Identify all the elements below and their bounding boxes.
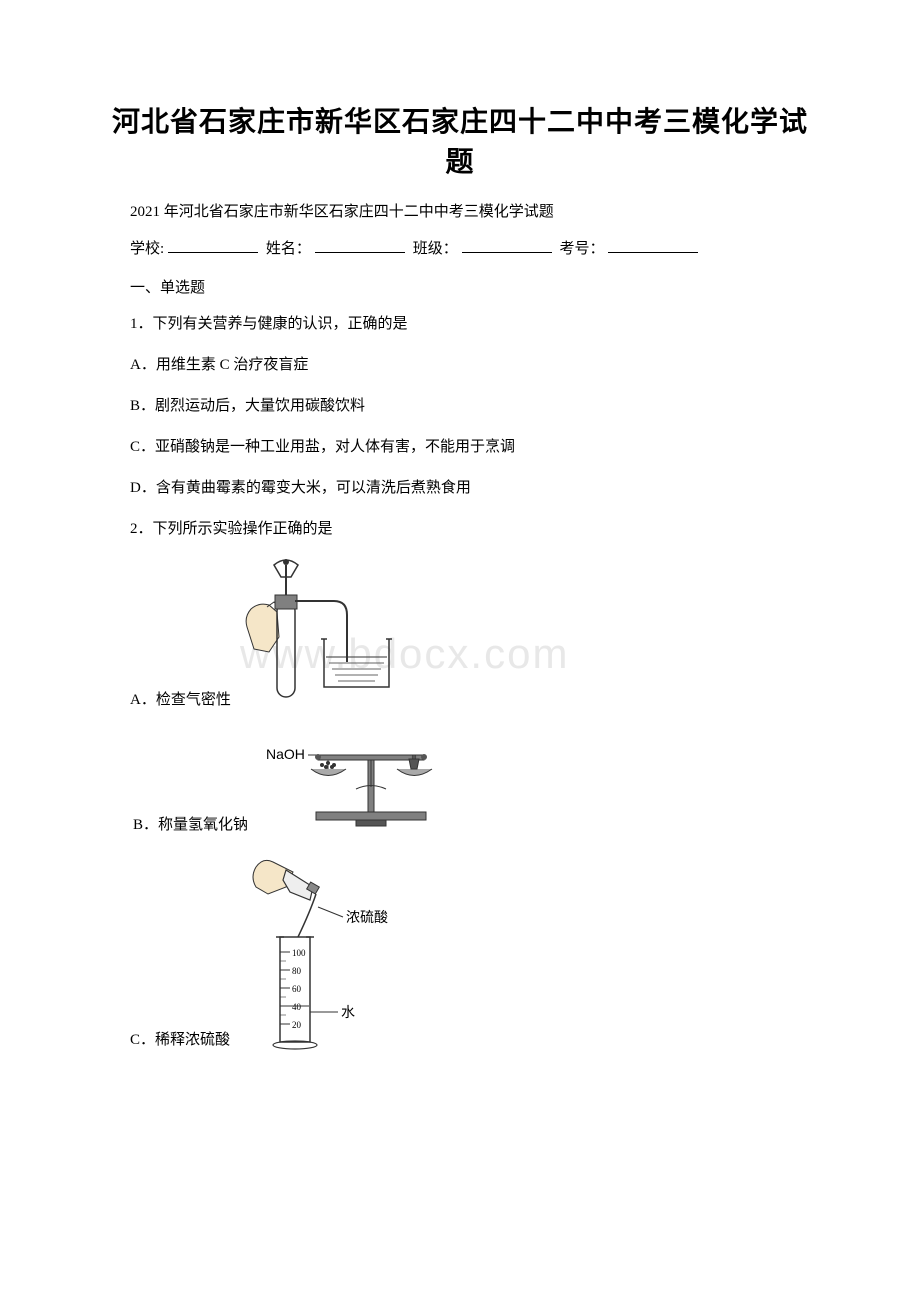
exam-id-blank <box>608 252 698 253</box>
q1-option-a: A．用维生素 C 治疗夜盲症 <box>100 352 820 379</box>
q2-option-c: C．稀释浓硫酸 浓硫酸 100 <box>100 852 820 1057</box>
main-title: 河北省石家庄市新华区石家庄四十二中中考三模化学试题 <box>100 100 820 180</box>
q2-option-b: B．称量氢氧化钠 NaOH <box>100 727 820 842</box>
subtitle: 2021 年河北省石家庄市新华区石家庄四十二中中考三模化学试题 <box>100 200 820 221</box>
section-header: 一、单选题 <box>100 276 820 297</box>
q1-stem: 1．下列有关营养与健康的认识，正确的是 <box>100 311 820 338</box>
tick-60: 60 <box>292 984 302 994</box>
q2-option-b-label: B．称量氢氧化钠 <box>133 813 248 842</box>
q2-option-c-label: C．稀释浓硫酸 <box>130 1028 230 1057</box>
class-blank <box>462 252 552 253</box>
naoh-label: NaOH <box>266 746 305 762</box>
q2-stem: 2．下列所示实验操作正确的是 <box>100 516 820 543</box>
q2-diagram-c: 浓硫酸 100 80 60 40 20 <box>238 852 428 1057</box>
q2-option-a: A．检查气密性 <box>100 557 820 717</box>
q1-option-d: D．含有黄曲霉素的霉变大米，可以清洗后煮熟食用 <box>100 475 820 502</box>
tick-20: 20 <box>292 1020 302 1030</box>
q1-option-b: B．剧烈运动后，大量饮用碳酸饮料 <box>100 393 820 420</box>
document-content: 河北省石家庄市新华区石家庄四十二中中考三模化学试题 2021 年河北省石家庄市新… <box>100 100 820 1057</box>
tick-40: 40 <box>292 1002 302 1012</box>
name-blank <box>315 252 405 253</box>
tick-80: 80 <box>292 966 302 976</box>
q2-diagram-b: NaOH <box>256 727 466 842</box>
school-blank <box>168 252 258 253</box>
q2-diagram-a <box>239 557 429 717</box>
class-label: 班级： <box>413 241 458 257</box>
q2-option-a-label: A．检查气密性 <box>130 688 231 717</box>
water-label: 水 <box>341 1005 355 1021</box>
name-label: 姓名： <box>266 241 311 257</box>
school-label: 学校: <box>130 241 164 257</box>
tick-100: 100 <box>292 948 306 958</box>
q1-option-c: C．亚硝酸钠是一种工业用盐，对人体有害，不能用于烹调 <box>100 434 820 461</box>
exam-id-label: 考号： <box>559 241 604 257</box>
form-line: 学校: 姓名： 班级： 考号： <box>100 237 820 258</box>
acid-label: 浓硫酸 <box>346 910 388 926</box>
